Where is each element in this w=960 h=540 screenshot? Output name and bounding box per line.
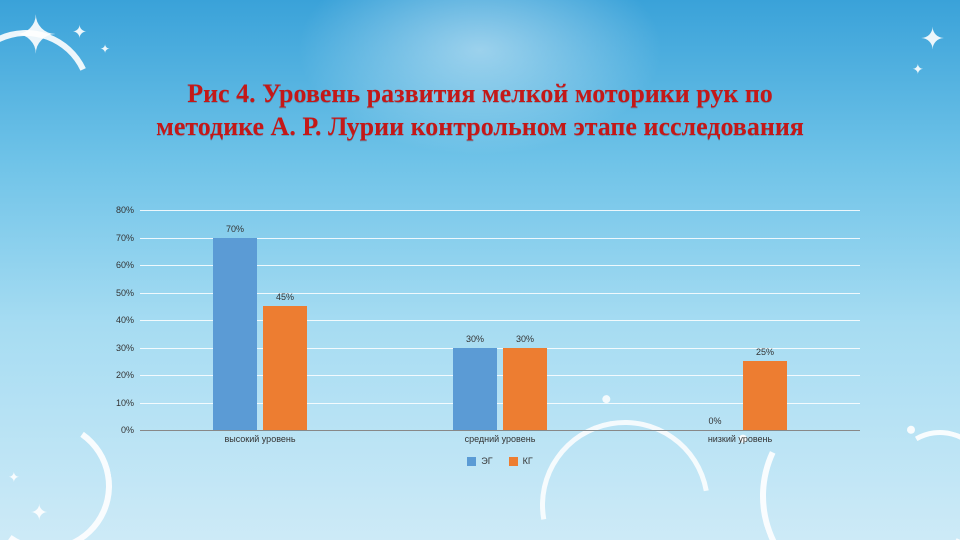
category-group: 0%25%низкий уровень xyxy=(620,210,860,430)
legend-item: КГ xyxy=(509,456,533,466)
bar: 30% xyxy=(453,348,497,431)
bar-value-label: 0% xyxy=(693,416,737,426)
legend: ЭГ КГ xyxy=(140,456,860,468)
legend-swatch xyxy=(467,457,476,466)
x-axis xyxy=(140,430,860,431)
bar: 25% xyxy=(743,361,787,430)
star-icon: ✦ xyxy=(100,42,110,57)
star-icon: ✦ xyxy=(920,22,945,57)
bar-value-label: 70% xyxy=(213,224,257,234)
legend-swatch xyxy=(509,457,518,466)
title-line-1: Рис 4. Уровень развития мелкой моторики … xyxy=(187,79,773,108)
y-tick-label: 50% xyxy=(100,288,134,298)
y-tick-label: 0% xyxy=(100,425,134,435)
category-group: 70%45%высокий уровень xyxy=(140,210,380,430)
bar-value-label: 25% xyxy=(743,347,787,357)
y-tick-label: 40% xyxy=(100,315,134,325)
category-label: средний уровень xyxy=(380,434,620,444)
category-group: 30%30%средний уровень xyxy=(380,210,620,430)
bar-groups: 70%45%высокий уровень30%30%средний урове… xyxy=(140,210,860,430)
legend-item: ЭГ xyxy=(467,456,492,466)
y-tick-label: 30% xyxy=(100,343,134,353)
legend-label: ЭГ xyxy=(481,456,492,466)
bar: 45% xyxy=(263,306,307,430)
slide-background: ✦ ✦ ✦ ✦ ✦ ✦ ✦ Рис 4. Уровень развития ме… xyxy=(0,0,960,540)
bar-value-label: 30% xyxy=(503,334,547,344)
star-icon: ✦ xyxy=(912,62,924,79)
bar-value-label: 30% xyxy=(453,334,497,344)
category-label: высокий уровень xyxy=(140,434,380,444)
y-tick-label: 20% xyxy=(100,370,134,380)
bar: 30% xyxy=(503,348,547,431)
bar: 70% xyxy=(213,238,257,431)
bar-chart: 0%10%20%30%40%50%60%70%80% 70%45%высокий… xyxy=(100,210,860,470)
y-tick-label: 70% xyxy=(100,233,134,243)
title-line-2: методике А. Р. Лурии контрольном этапе и… xyxy=(156,112,804,141)
y-tick-label: 60% xyxy=(100,260,134,270)
y-tick-label: 80% xyxy=(100,205,134,215)
category-label: низкий уровень xyxy=(620,434,860,444)
legend-label: КГ xyxy=(523,456,533,466)
bar-value-label: 45% xyxy=(263,292,307,302)
star-icon: ✦ xyxy=(72,22,87,43)
chart-title: Рис 4. Уровень развития мелкой моторики … xyxy=(0,78,960,143)
y-tick-label: 10% xyxy=(100,398,134,408)
